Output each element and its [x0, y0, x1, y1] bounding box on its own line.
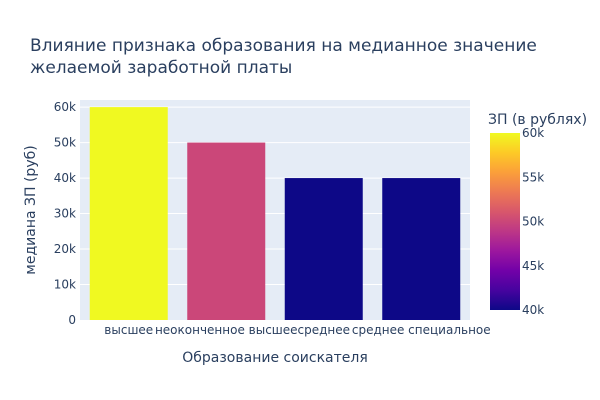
x-axis-title: Образование соискателя: [182, 350, 368, 366]
colorbar-gradient: [490, 133, 520, 310]
x-tick-label: среднее: [297, 323, 350, 337]
x-tick-label: высшее: [104, 323, 153, 337]
bar: [382, 178, 461, 320]
colorbar-tick-label: 45k: [522, 259, 544, 273]
colorbar-tick-label: 50k: [522, 215, 544, 229]
y-tick-label: 60k: [54, 100, 76, 114]
y-tick-label: 20k: [54, 242, 76, 256]
bar: [187, 142, 266, 320]
colorbar-title: ЗП (в рублях): [488, 112, 587, 128]
colorbar-tick-label: 55k: [522, 170, 544, 184]
chart-title-line-1: Влияние признака образования на медианно…: [30, 36, 537, 56]
y-tick-label: 40k: [54, 171, 76, 185]
chart-title-line-2: желаемой заработной платы: [30, 58, 292, 78]
colorbar: 40k 45k 50k 55k 60k: [490, 126, 544, 317]
plot-area: 0 10k 20k 30k 40k 50k 60k высшее неоконченное вы…: [54, 100, 491, 337]
y-tick-label: 10k: [54, 278, 76, 292]
y-tick-label: 30k: [54, 207, 76, 221]
colorbar-tick-label: 60k: [522, 126, 544, 140]
y-tick-label: 0: [68, 313, 76, 327]
y-axis-title: медиана ЗП (руб): [23, 145, 39, 274]
x-tick-label: среднее специальное: [352, 323, 491, 337]
x-tick-label: неоконченное высшее: [155, 323, 298, 337]
colorbar-tick-label: 40k: [522, 303, 544, 317]
bar: [284, 178, 363, 320]
y-tick-label: 50k: [54, 136, 76, 150]
bar: [89, 107, 168, 320]
